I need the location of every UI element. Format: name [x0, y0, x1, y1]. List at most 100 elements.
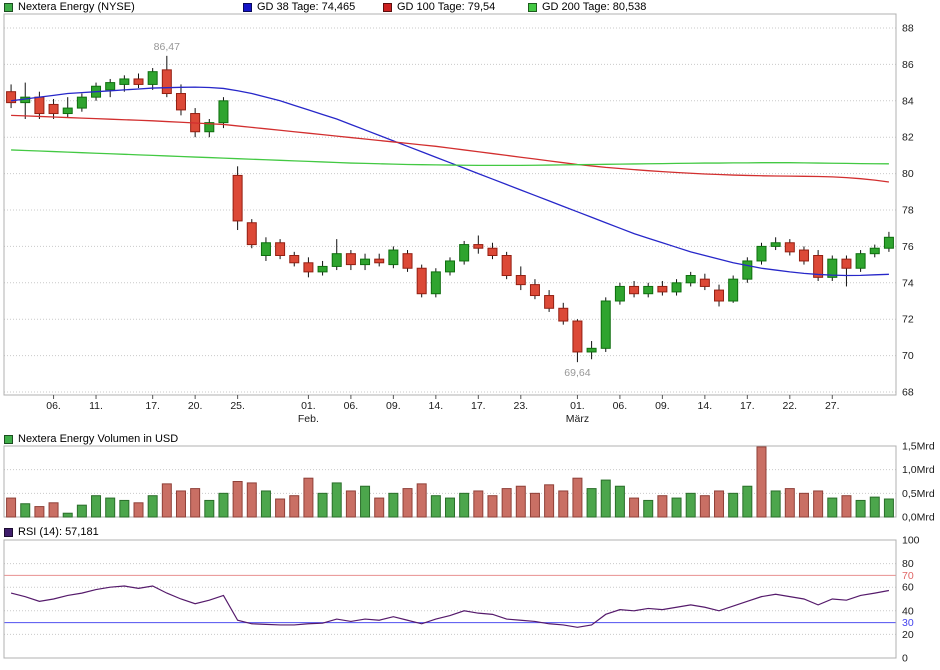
- candle: [105, 82, 116, 91]
- price-plot-border: [3, 13, 897, 396]
- candle: [827, 258, 838, 278]
- candle: [317, 265, 328, 273]
- volume-bar: [501, 488, 512, 518]
- volume-bar: [572, 477, 583, 518]
- candle: [119, 78, 130, 85]
- date-label: 01.: [301, 400, 316, 412]
- rsi-ytick: 40: [902, 605, 914, 617]
- volume-bar: [91, 495, 102, 518]
- rsi-ytick: 20: [902, 629, 914, 641]
- candle: [714, 289, 725, 302]
- legend-volume: Nextera Energy Volumen in USD: [4, 433, 178, 445]
- volume-bar: [246, 482, 257, 518]
- volume-bar: [671, 497, 682, 518]
- candle: [260, 242, 271, 256]
- candle: [515, 275, 526, 286]
- volume-bar: [855, 499, 866, 518]
- volume-bar: [586, 488, 597, 518]
- volume-swatch: [4, 434, 13, 444]
- candle: [289, 255, 300, 264]
- volume-bar: [614, 485, 625, 518]
- volume-bar: [133, 502, 144, 518]
- volume-bar: [515, 485, 526, 518]
- volume-bar: [62, 512, 73, 518]
- date-label: 23.: [513, 400, 528, 412]
- candle: [34, 96, 45, 115]
- candle: [756, 245, 767, 262]
- candle: [685, 275, 696, 284]
- volume-bar: [643, 499, 654, 518]
- gd100-swatch: [383, 2, 392, 12]
- candle: [657, 285, 668, 293]
- candle: [246, 222, 257, 246]
- volume-bar: [827, 497, 838, 518]
- volume-bar: [544, 484, 555, 518]
- date-label: 06.: [613, 400, 628, 412]
- gd38-label: GD 38 Tage: 74,465: [257, 1, 356, 13]
- candle: [798, 249, 809, 262]
- volume-ytick: 0,5Mrd: [902, 488, 935, 500]
- rsi-ytick: 60: [902, 582, 914, 594]
- volume-bar: [175, 490, 186, 518]
- candle: [770, 242, 781, 247]
- gd38-swatch: [243, 2, 252, 12]
- volume-bar: [869, 496, 880, 518]
- volume-bar: [232, 481, 243, 518]
- symbol-swatch: [4, 2, 13, 12]
- candle: [643, 285, 654, 295]
- gd100-label: GD 100 Tage: 79,54: [397, 1, 496, 13]
- rsi-ytick: 0: [902, 653, 908, 665]
- gd100-line: [11, 114, 890, 183]
- volume-bar: [147, 495, 158, 518]
- candle: [473, 244, 484, 249]
- volume-bar: [756, 446, 767, 518]
- candle: [600, 300, 611, 349]
- price-ytick: 72: [902, 314, 914, 326]
- candle: [855, 253, 866, 269]
- rsi-swatch: [4, 527, 13, 537]
- candle: [869, 247, 880, 255]
- candle: [699, 278, 710, 287]
- volume-bar: [374, 497, 385, 518]
- volume-bar: [360, 485, 371, 518]
- volume-bar: [487, 495, 498, 518]
- date-label: 09.: [386, 400, 401, 412]
- date-label: 22.: [783, 400, 798, 412]
- date-label: 06.: [344, 400, 359, 412]
- legend-gd200: GD 200 Tage: 80,538: [528, 1, 646, 13]
- candle: [133, 78, 144, 85]
- candle: [175, 93, 186, 111]
- legend-gd100: GD 100 Tage: 79,54: [383, 1, 495, 13]
- month-label: Feb.: [298, 413, 319, 425]
- candle: [388, 249, 399, 266]
- date-label: 01.: [570, 400, 585, 412]
- rsi-ytick: 100: [902, 535, 920, 547]
- price-ytick: 70: [902, 350, 914, 362]
- candle: [402, 253, 413, 269]
- price-ytick: 80: [902, 168, 914, 180]
- gd38-line: [10, 86, 889, 277]
- candle: [487, 247, 498, 257]
- candle: [416, 267, 427, 295]
- rsi-line: [10, 585, 890, 628]
- candle: [48, 103, 59, 115]
- volume-bar: [770, 490, 781, 518]
- candle: [671, 282, 682, 293]
- volume-bar: [784, 488, 795, 518]
- candle: [544, 295, 555, 309]
- volume-bar: [289, 495, 300, 518]
- price-ytick: 84: [902, 95, 914, 107]
- volume-bar: [473, 490, 484, 518]
- legend-gd38: GD 38 Tage: 74,465: [243, 1, 355, 13]
- volume-bar: [331, 482, 342, 518]
- date-label: 17.: [145, 400, 160, 412]
- candle: [501, 255, 512, 277]
- candle: [6, 91, 17, 104]
- volume-bar: [48, 502, 59, 518]
- date-label: 27.: [825, 400, 840, 412]
- candle: [728, 278, 739, 302]
- volume-bar: [20, 503, 31, 518]
